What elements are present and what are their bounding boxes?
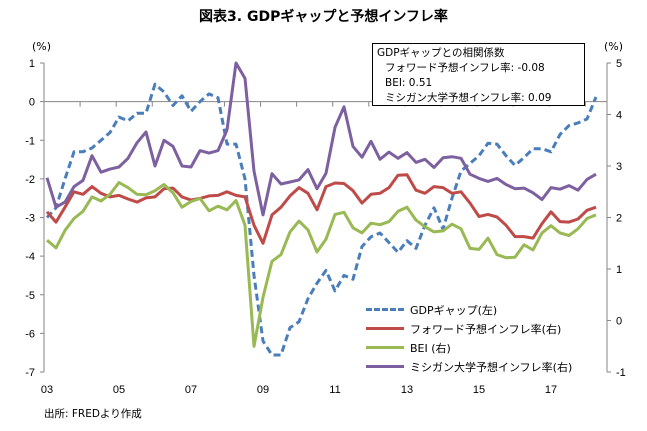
legend-swatch <box>366 308 404 311</box>
legend-label: フォワード予想インフレ率(右) <box>410 322 562 336</box>
correlation-bei: BEI: 0.51 <box>385 77 433 89</box>
left-tick-label: -2 <box>25 174 35 186</box>
legend-label: ミシガン大学予想インフレ率(右) <box>410 360 573 374</box>
legend-item-forward: フォワード予想インフレ率(右) <box>366 319 572 338</box>
left-tick-label: -1 <box>25 135 35 147</box>
legend-item-bei: BEI (右) <box>366 338 572 357</box>
x-tick-label: 03 <box>41 384 53 396</box>
right-tick-label: 1 <box>616 264 622 276</box>
left-tick-label: 0 <box>29 97 35 109</box>
right-tick-label: 5 <box>616 58 622 70</box>
left-tick-label: -3 <box>25 213 35 225</box>
legend: GDPギャップ(左) フォワード予想インフレ率(右) BEI (右) ミシガン大… <box>366 300 572 376</box>
legend-item-michigan: ミシガン大学予想インフレ率(右) <box>366 357 572 376</box>
legend-item-gdp-gap: GDPギャップ(左) <box>366 300 572 319</box>
left-tick-label: -6 <box>25 328 35 340</box>
right-tick-label: 3 <box>616 161 622 173</box>
right-tick-label: 0 <box>616 316 622 328</box>
right-tick-label: 4 <box>616 110 622 122</box>
x-tick-label: 13 <box>401 384 413 396</box>
legend-label: GDPギャップ(左) <box>410 303 498 317</box>
chart-title: 図表3. GDPギャップと予想インフレ率 <box>199 9 448 25</box>
right-tick-label: -1 <box>616 367 626 379</box>
correlation-box: GDPギャップとの相関係数 フォワード予想インフレ率: -0.08 BEI: 0… <box>372 43 585 106</box>
left-tick-label: 1 <box>29 58 35 70</box>
x-tick-label: 05 <box>113 384 125 396</box>
right-tick-label: 2 <box>616 213 622 225</box>
correlation-michigan: ミシガン大学予想インフレ率: 0.09 <box>385 92 552 104</box>
legend-label: BEI (右) <box>410 341 451 355</box>
source-note: 出所: FREDより作成 <box>44 408 142 420</box>
correlation-heading: GDPギャップとの相関係数 <box>377 47 505 59</box>
legend-swatch <box>366 365 404 368</box>
x-tick-label: 17 <box>545 384 557 396</box>
right-axis-unit: (%) <box>604 40 624 53</box>
series-line-1 <box>45 173 597 245</box>
legend-swatch <box>366 327 404 330</box>
left-axis-unit: (%) <box>32 40 52 53</box>
x-tick-label: 07 <box>185 384 197 396</box>
left-tick-label: -5 <box>25 290 35 302</box>
series-line-2 <box>46 181 597 348</box>
left-tick-label: -4 <box>25 251 35 263</box>
series-line-3 <box>45 61 597 217</box>
x-tick-label: 11 <box>329 384 340 396</box>
legend-swatch <box>366 346 404 349</box>
series-line-0 <box>45 82 598 357</box>
x-tick-label: 15 <box>473 384 485 396</box>
x-tick-label: 09 <box>257 384 269 396</box>
correlation-forward: フォワード予想インフレ率: -0.08 <box>385 62 545 74</box>
left-tick-label: -7 <box>25 367 35 379</box>
